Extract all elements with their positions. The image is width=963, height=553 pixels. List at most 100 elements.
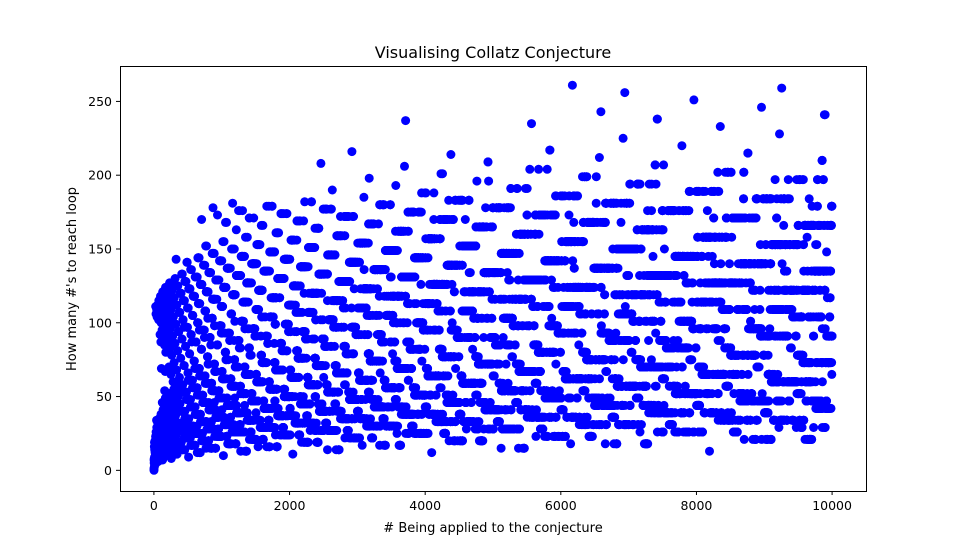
data-point (334, 387, 344, 397)
data-point (342, 368, 352, 378)
data-point (192, 272, 202, 282)
data-point (349, 212, 358, 221)
data-point (190, 402, 200, 412)
data-point (478, 436, 488, 446)
data-point (327, 185, 337, 195)
data-point (334, 445, 344, 455)
data-point (199, 325, 209, 335)
data-point (282, 209, 292, 219)
data-point (316, 158, 326, 168)
data-point (242, 446, 251, 456)
data-point (330, 250, 340, 260)
data-point (288, 449, 298, 459)
data-point (184, 414, 194, 424)
data-point (202, 241, 211, 251)
data-point (470, 333, 480, 342)
data-point (270, 247, 280, 257)
data-point (386, 272, 396, 282)
data-point (214, 275, 224, 285)
data-point (407, 364, 417, 373)
data-point (359, 192, 369, 202)
data-point (423, 253, 433, 263)
data-point (313, 380, 323, 390)
data-point (390, 337, 400, 347)
data-point (177, 269, 187, 279)
data-point (410, 272, 420, 282)
data-point (347, 147, 357, 157)
data-point (193, 318, 203, 328)
data-point (236, 271, 246, 280)
data-point (178, 315, 188, 325)
data-point (317, 288, 327, 298)
data-point (175, 372, 184, 382)
data-point (191, 337, 201, 347)
data-point (471, 241, 481, 251)
data-point (197, 279, 207, 289)
data-point (330, 341, 339, 351)
data-point (183, 322, 192, 332)
data-point (255, 240, 265, 250)
data-point (421, 188, 431, 198)
data-point (445, 306, 455, 316)
data-point (380, 265, 390, 275)
data-point (368, 433, 378, 443)
data-point (294, 372, 304, 382)
data-point (305, 399, 315, 409)
data-point (221, 282, 231, 292)
data-point (172, 365, 182, 375)
data-point (188, 310, 198, 320)
data-point (326, 204, 336, 214)
data-point (299, 216, 309, 226)
data-point (368, 375, 378, 385)
data-point (458, 436, 467, 446)
data-point (249, 213, 259, 223)
chart-title: Visualising Collatz Conjecture (375, 43, 611, 62)
data-point (465, 268, 475, 278)
data-point (218, 451, 228, 461)
data-point (198, 390, 208, 400)
data-point (194, 364, 204, 373)
data-point (195, 299, 205, 309)
data-point (385, 200, 395, 210)
data-point (217, 256, 227, 266)
data-point (402, 318, 412, 328)
data-point (184, 452, 194, 462)
data-point (477, 378, 487, 388)
data-point (179, 361, 189, 371)
data-point (181, 277, 191, 286)
data-point (239, 251, 249, 261)
data-point (401, 116, 411, 126)
data-point (231, 439, 241, 449)
data-point (429, 188, 439, 198)
data-point (349, 349, 359, 359)
data-point (235, 343, 245, 353)
data-point (363, 238, 373, 248)
data-point (391, 181, 401, 190)
data-point (270, 319, 280, 329)
data-point (201, 306, 211, 316)
data-point (380, 440, 390, 450)
data-point (484, 176, 494, 186)
data-point (474, 417, 484, 427)
data-point (187, 375, 197, 385)
data-point (173, 281, 183, 291)
data-point (185, 284, 195, 294)
data-point (396, 440, 406, 450)
data-point (175, 399, 185, 409)
data-point (332, 426, 342, 435)
data-point (427, 448, 437, 458)
data-point (197, 344, 206, 354)
data-point (285, 254, 295, 264)
data-point (186, 395, 195, 404)
data-point (310, 243, 320, 252)
data-point (182, 257, 192, 267)
data-point (177, 334, 187, 344)
data-point (416, 279, 426, 289)
data-point (258, 220, 268, 230)
data-point (272, 442, 282, 452)
data-point (454, 352, 464, 362)
data-point (307, 197, 316, 207)
data-point (171, 319, 181, 329)
